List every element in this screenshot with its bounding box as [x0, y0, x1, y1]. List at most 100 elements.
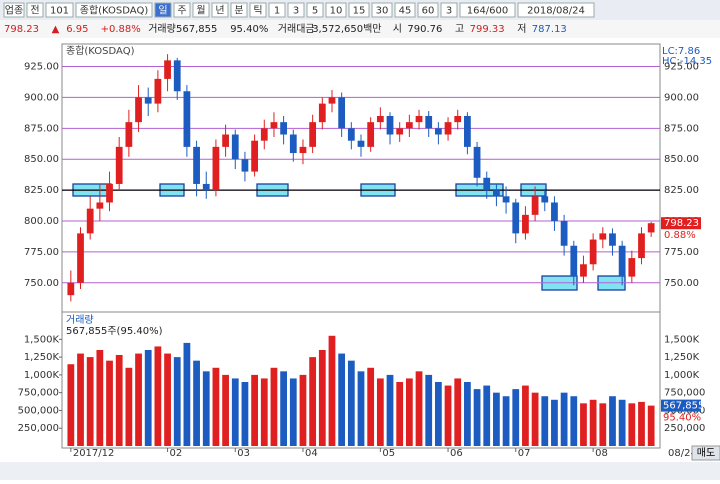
- candle-body: [280, 122, 288, 135]
- toolbar-label[interactable]: 5: [312, 6, 318, 17]
- candle-body: [628, 258, 636, 277]
- info-item: 798.23: [4, 24, 39, 35]
- volume-bar: [96, 350, 104, 446]
- volume-bar: [154, 346, 162, 446]
- volume-bar: [251, 374, 258, 446]
- toolbar-label[interactable]: 3: [293, 6, 299, 17]
- toolbar-button[interactable]: [440, 2, 458, 18]
- candle-body: [425, 115, 433, 129]
- candle-body: [212, 146, 220, 191]
- toolbar-button[interactable]: [154, 2, 172, 18]
- toolbar-label[interactable]: 1: [274, 6, 280, 17]
- volume-bar: [599, 403, 607, 446]
- toolbar-label[interactable]: 업종: [5, 4, 23, 17]
- volume-bar: [512, 389, 520, 446]
- volume-bar: [260, 378, 268, 446]
- toolbar-button[interactable]: [348, 2, 370, 18]
- toolbar-button[interactable]: [394, 2, 416, 18]
- toolbar-label[interactable]: 164/600: [467, 6, 509, 17]
- volume-bar: [638, 401, 645, 446]
- candle-body: [570, 245, 578, 277]
- toolbar-button[interactable]: [249, 2, 267, 18]
- y-tick-label: 800.00: [24, 216, 59, 227]
- toolbar-label[interactable]: 2018/08/24: [527, 6, 585, 17]
- candle-body: [202, 183, 210, 191]
- x-tick-label: 2017/12: [73, 448, 115, 459]
- toolbar-button[interactable]: [459, 2, 516, 18]
- toolbar-label[interactable]: 10: [330, 6, 343, 17]
- candle-body: [338, 97, 346, 129]
- toolbar-label[interactable]: 15: [353, 6, 366, 17]
- toolbar-button[interactable]: [325, 2, 347, 18]
- candle-body: [599, 233, 607, 240]
- y-tick-label: 1,500K: [24, 334, 60, 345]
- info-item: 6.95: [66, 24, 88, 35]
- last-price: 798.23: [664, 218, 699, 229]
- toolbar-label[interactable]: 분: [234, 5, 243, 17]
- candle-body: [193, 146, 200, 184]
- y-tick-label: 1,250K: [24, 352, 60, 363]
- y-tick-label-right: 875.00: [664, 123, 699, 134]
- toolbar-label[interactable]: 년: [215, 5, 224, 17]
- info-item: 787.13: [532, 24, 567, 35]
- candle-body: [473, 146, 481, 178]
- volume-bar: [647, 405, 655, 446]
- toolbar-button[interactable]: [417, 2, 439, 18]
- candle-body: [241, 159, 249, 172]
- toolbar-button[interactable]: [211, 2, 229, 18]
- toolbar-button[interactable]: [75, 2, 153, 18]
- candle-body: [367, 122, 375, 147]
- toolbar-label[interactable]: 틱: [253, 5, 262, 17]
- toolbar-label[interactable]: 일: [158, 5, 167, 17]
- toolbar-button[interactable]: [371, 2, 393, 18]
- volume-bar: [609, 396, 616, 446]
- toolbar-label[interactable]: 종합(KOSDAQ): [80, 5, 149, 17]
- toolbar-button[interactable]: [287, 2, 305, 18]
- toolbar-label[interactable]: 101: [50, 6, 69, 17]
- info-item: +0.88%: [101, 24, 141, 35]
- toolbar-label[interactable]: 월: [196, 5, 205, 17]
- volume-bar: [386, 374, 394, 446]
- toolbar-button[interactable]: [45, 2, 74, 18]
- volume-bar: [106, 360, 113, 446]
- x-tick-label: 02: [170, 448, 183, 459]
- y-tick-label: 775.00: [24, 247, 59, 258]
- toolbar-label[interactable]: 45: [399, 6, 412, 17]
- y-tick-label-right: 825.00: [664, 185, 699, 196]
- volume-bar: [580, 403, 587, 446]
- toolbar-button[interactable]: [230, 2, 248, 18]
- info-item: 시: [393, 23, 402, 35]
- sell-label[interactable]: 매도: [697, 447, 715, 459]
- candle-body: [67, 282, 75, 296]
- toolbar-button[interactable]: [268, 2, 286, 18]
- candle-body: [454, 115, 462, 123]
- candle-body: [164, 60, 171, 79]
- y-tick-label: 850.00: [24, 154, 59, 165]
- last-volume-box: [661, 399, 701, 412]
- y-tick-label-right: 900.00: [664, 92, 699, 103]
- candle-body: [347, 128, 355, 141]
- candle-body: [260, 128, 268, 141]
- sell-button[interactable]: [691, 445, 720, 461]
- x-tick-label: 08: [595, 448, 608, 459]
- toolbar-button[interactable]: [3, 2, 25, 18]
- toolbar-label[interactable]: 60: [422, 6, 435, 17]
- candle-body: [405, 122, 413, 129]
- candle-body: [512, 202, 520, 234]
- scrollbar: [0, 462, 720, 480]
- toolbar-label[interactable]: 전: [30, 5, 39, 17]
- candle-body: [415, 115, 423, 123]
- toolbar-button[interactable]: [192, 2, 210, 18]
- candle-body: [609, 233, 616, 246]
- candle-body: [541, 196, 549, 203]
- toolbar-label[interactable]: 3: [446, 6, 452, 17]
- toolbar-button[interactable]: [306, 2, 324, 18]
- info-item: 거래대금: [278, 23, 315, 35]
- volume-bar: [144, 350, 152, 446]
- toolbar-label[interactable]: 주: [177, 6, 186, 17]
- toolbar-button[interactable]: [517, 2, 595, 18]
- toolbar-button[interactable]: [173, 2, 191, 18]
- toolbar-label[interactable]: 30: [376, 6, 389, 17]
- toolbar-button[interactable]: [26, 2, 44, 18]
- volume-bar: [86, 357, 94, 446]
